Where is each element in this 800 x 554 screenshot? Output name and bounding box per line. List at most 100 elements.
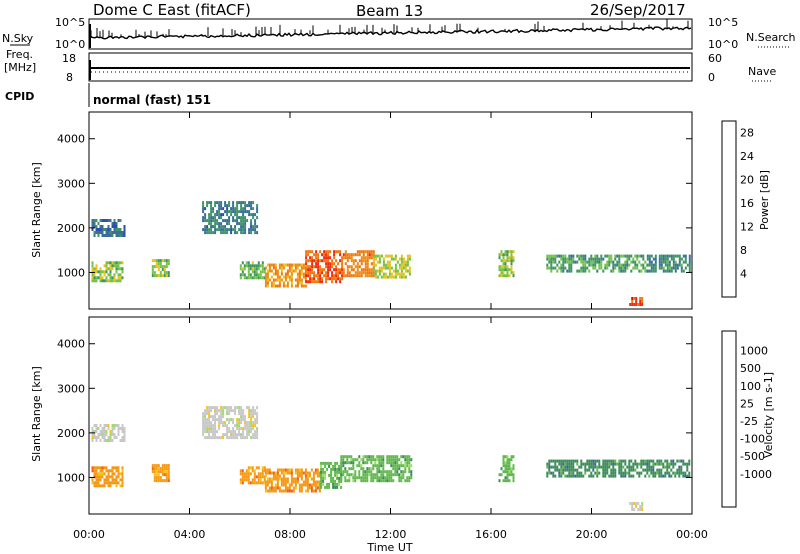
- data-cell: [592, 468, 595, 472]
- data-cell: [157, 268, 160, 272]
- data-cell: [103, 228, 106, 231]
- data-cell: [230, 430, 233, 434]
- data-cell: [309, 256, 312, 260]
- data-cell: [276, 269, 279, 273]
- data-cell: [214, 427, 217, 431]
- data-cell: [500, 253, 503, 257]
- data-cell: [242, 228, 245, 232]
- data-cell: [307, 265, 310, 269]
- data-cell: [121, 436, 124, 439]
- data-cell: [328, 473, 331, 477]
- data-cell: [97, 270, 100, 274]
- data-cell: [313, 259, 316, 263]
- data-cell: [218, 216, 221, 220]
- data-cell: [95, 436, 98, 439]
- data-cell: [228, 228, 231, 232]
- data-cell: [638, 462, 641, 466]
- data-cell: [208, 228, 211, 232]
- data-cell: [652, 263, 655, 267]
- data-cell: [333, 250, 336, 254]
- data-cell: [350, 265, 353, 269]
- data-cell: [117, 475, 120, 479]
- data-cell: [270, 486, 273, 490]
- data-cell: [650, 263, 653, 267]
- data-cell: [319, 250, 322, 254]
- data-cell: [500, 259, 503, 263]
- data-cell: [370, 253, 373, 257]
- data-cell: [244, 210, 247, 214]
- data-cell: [308, 486, 311, 490]
- data-cell: [97, 234, 100, 237]
- data-cell: [672, 471, 675, 475]
- data-cell: [264, 486, 267, 490]
- data-cell: [394, 458, 397, 462]
- data-cell: [688, 260, 691, 264]
- data-cell: [670, 269, 673, 273]
- data-cell: [342, 470, 345, 474]
- data-cell: [268, 486, 271, 490]
- data-cell: [608, 260, 611, 264]
- data-cell: [317, 274, 320, 278]
- data-cell: [99, 475, 102, 479]
- data-cell: [614, 254, 617, 258]
- data-cell: [394, 254, 397, 258]
- data-cell: [256, 204, 259, 208]
- data-cell: [554, 459, 557, 463]
- data-cell: [562, 471, 565, 475]
- data-cell: [101, 466, 104, 470]
- data-cell: [339, 271, 342, 275]
- data-cell: [212, 225, 215, 229]
- data-cell: [165, 271, 168, 275]
- data-cell: [222, 424, 225, 428]
- data-cell: [550, 465, 553, 469]
- data-cell: [161, 265, 164, 269]
- data-cell: [331, 277, 334, 281]
- data-cell: [117, 234, 120, 237]
- data-cell: [370, 467, 373, 471]
- data-cell: [298, 489, 301, 493]
- data-cell: [380, 479, 383, 483]
- data-cell: [274, 486, 277, 490]
- data-cell: [236, 231, 239, 235]
- data-cell: [594, 254, 597, 258]
- data-cell: [632, 465, 635, 469]
- data-cell: [251, 267, 254, 271]
- data-cell: [348, 256, 351, 260]
- data-cell: [340, 479, 343, 483]
- data-cell: [358, 271, 361, 275]
- data-cell: [682, 260, 685, 264]
- data-cell: [107, 424, 110, 427]
- data-cell: [322, 482, 325, 486]
- data-cell: [93, 279, 96, 283]
- data-cell: [584, 257, 587, 261]
- data-cell: [398, 257, 401, 261]
- data-cell: [360, 467, 363, 471]
- data-cell: [255, 273, 258, 277]
- data-cell: [368, 274, 371, 278]
- data-cell: [300, 263, 303, 267]
- data-cell: [332, 485, 335, 489]
- data-cell: [370, 458, 373, 462]
- data-cell: [610, 471, 613, 475]
- data-cell: [668, 263, 671, 267]
- data-cell: [410, 464, 413, 468]
- data-cell: [386, 458, 389, 462]
- data-cell: [288, 483, 291, 487]
- nsearch-tick-bottom: 10^0: [708, 38, 738, 51]
- data-cell: [620, 254, 623, 258]
- data-cell: [368, 455, 371, 459]
- data-cell: [276, 284, 279, 288]
- data-cell: [250, 213, 253, 217]
- data-cell: [263, 267, 266, 271]
- data-cell: [510, 265, 513, 269]
- data-cell: [307, 274, 310, 278]
- data-cell: [327, 262, 330, 266]
- data-cell: [658, 260, 661, 264]
- data-cell: [312, 474, 315, 478]
- data-cell: [151, 464, 154, 468]
- data-cell: [684, 474, 687, 478]
- data-cell: [378, 455, 381, 459]
- data-cell: [320, 479, 323, 483]
- data-cell: [612, 474, 615, 478]
- data-cell: [616, 462, 619, 466]
